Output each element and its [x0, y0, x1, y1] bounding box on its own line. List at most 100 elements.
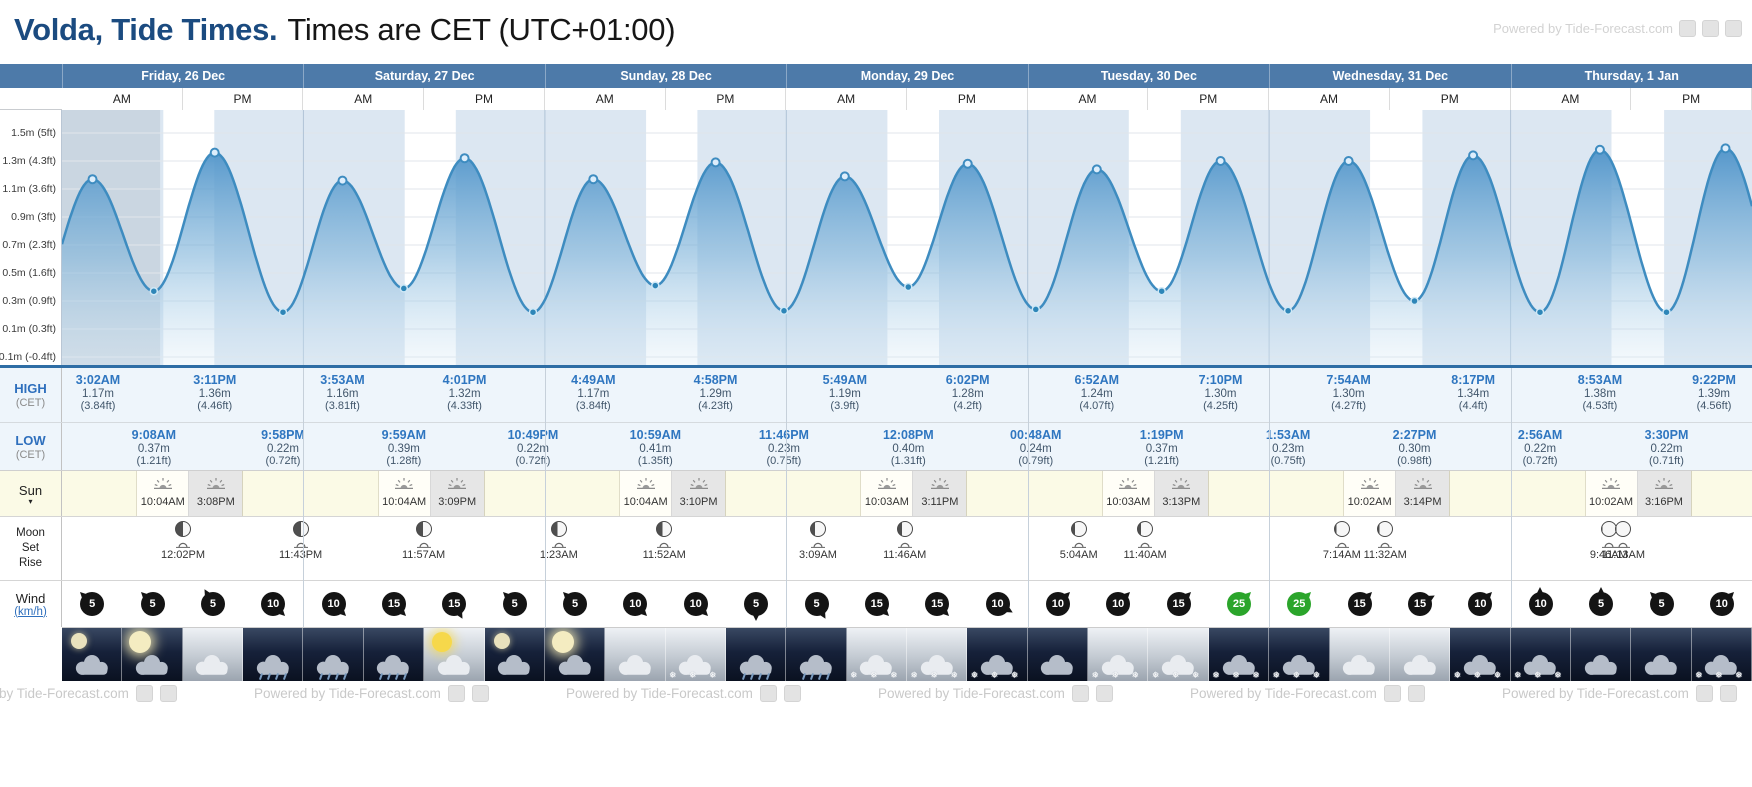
weather-tile-night-moon-cloud [484, 628, 545, 681]
wind-icon: 5 [800, 587, 834, 621]
high-tide-entry: 7:54AM 1.30m (4.27ft) [1315, 373, 1383, 412]
tide-height-axis: 1.7m (5.6ft) 1.5m (5ft) 1.3m (4.3ft) 1.1m (… [0, 110, 62, 365]
raindrop-icon [326, 672, 332, 681]
tide-height-ft: (0.98ft) [1397, 455, 1432, 467]
high-tide-entry: 8:17PM 1.34m (4.4ft) [1439, 373, 1507, 412]
watermark-badge-icon [759, 685, 777, 702]
tide-time: 6:52AM [1074, 373, 1120, 387]
watermark-text: Powered by Tide-Forecast.com [878, 686, 1065, 701]
wind-icon: 5 [739, 587, 773, 621]
wind-icon: 5 [136, 587, 170, 621]
weather-row: ❅ ❅ ❅ ❅ ❅ ❅ ❅ ❅ ❅ ❅ ❅ ❅ ❅ ❅ ❅ ❅ ❅ ❅ ❅ ❅ ❅ ❅ ❅ ❅… [62, 627, 1752, 681]
wind-speed: 15 [442, 592, 467, 616]
weather-tile-cloud [1329, 628, 1390, 681]
low-tide-dot [528, 307, 538, 317]
sunrise-time: 10:03AM [864, 496, 909, 508]
ampm-am-day3: AM [544, 88, 666, 110]
wind-speed: 5 [804, 592, 829, 616]
axis-tick: 0.3m (0.9ft) [2, 295, 56, 307]
wind-speed: 15 [382, 592, 406, 616]
raindrop-icon [403, 672, 408, 681]
high-tide-entry: 4:58PM 1.29m (4.23ft) [682, 373, 750, 412]
sun-horizon-icon [636, 478, 655, 489]
tide-height-ft: (1.21ft) [1144, 455, 1180, 467]
moon-phase-icon [415, 521, 432, 537]
tide-time: 3:53AM [320, 373, 365, 387]
high-row-label: HIGH [14, 381, 47, 396]
low-tide-entry: 2:27PM 0.30m (0.98ft) [1381, 428, 1449, 467]
tide-height-ft: (0.72ft) [515, 455, 551, 467]
high-tide-dot [209, 147, 220, 158]
tide-time: 9:59AM [381, 428, 427, 442]
tide-height-ft: (4.53ft) [1582, 400, 1618, 412]
cloud-icon [1162, 654, 1194, 675]
sunset-time: 3:09PM [438, 496, 477, 508]
powered-by-watermark[interactable]: Powered by Tide-Forecast.com [1493, 20, 1742, 37]
snowflakes-icon: ❅ ❅ ❅ [910, 670, 964, 680]
sunset-time: 3:14PM [1403, 496, 1442, 508]
tide-height-ft: (4.07ft) [1079, 400, 1115, 412]
day-separator [1269, 368, 1271, 627]
wind-speed: 5 [140, 592, 165, 616]
snowflakes-icon: ❅ ❅ ❅ [1695, 670, 1748, 680]
cloud-icon [1282, 654, 1315, 675]
sunset-time: 3:08PM [196, 496, 235, 508]
moon-horizon-icon [1334, 542, 1349, 548]
tide-time: 6:02PM [945, 373, 990, 387]
day-header-row: Friday, 26 Dec Saturday, 27 Dec Sunday, 28… [0, 64, 1752, 88]
sun-expand-icon[interactable]: ▾ [28, 496, 33, 506]
sun-icon [432, 632, 453, 652]
tide-time: 11:46PM [758, 428, 809, 442]
weather-tile-night-snow: ❅ ❅ ❅ [1208, 628, 1270, 681]
sunrise-time: 10:03AM [1106, 496, 1151, 508]
moon-set-label: Set [21, 542, 40, 555]
cloud-icon [1101, 654, 1134, 675]
tide-time: 8:53AM [1577, 373, 1623, 387]
moon-entry: 11:13AM [1593, 521, 1653, 561]
sun-horizon-icon [1602, 478, 1620, 489]
sunset-cell: 3:09PM [430, 471, 485, 516]
raindrop-icon [282, 672, 287, 681]
tide-height-ft: (4.56ft) [1696, 400, 1732, 412]
cloud-icon [1403, 654, 1436, 675]
wind-speed: 5 [1649, 592, 1674, 616]
watermark-text: Powered by Tide-Forecast.com [0, 686, 129, 701]
low-tide-dot [1535, 307, 1545, 317]
axis-tick: 0.1m (0.3ft) [2, 323, 56, 335]
ampm-pm-day1: PM [182, 88, 304, 110]
low-tide-entry: 11:46PM 0.23m (0.75ft) [750, 428, 818, 467]
sunrise-cell: 10:03AM [860, 471, 914, 516]
axis-tick: -0.1m (-0.4ft) [0, 351, 56, 363]
wind-icon: 10 [1705, 587, 1739, 621]
wind-speed: 5 [502, 592, 527, 616]
sunset-cell: 3:08PM [189, 471, 244, 516]
watermark-badge-icon [447, 685, 465, 702]
low-tide-dot [278, 307, 288, 317]
raindrop-icon [395, 672, 400, 681]
tide-time: 5:49AM [822, 373, 868, 387]
cloud-icon [256, 654, 289, 675]
tide-height-ft: (1.35ft) [637, 455, 673, 467]
moon-time: 11:40AM [1123, 549, 1167, 561]
cloud-icon [1041, 654, 1074, 675]
high-tide-entry: 3:11PM 1.36m (4.46ft) [181, 373, 249, 412]
sunset-cell: 3:13PM [1154, 471, 1209, 516]
high-tide-entry: 6:52AM 1.24m (4.07ft) [1063, 373, 1131, 412]
tide-time: 4:58PM [693, 373, 738, 387]
tide-height-m: 0.23m [767, 443, 800, 455]
wind-unit-link[interactable]: (km/h) [14, 605, 47, 618]
weather-tile-night-snow: ❅ ❅ ❅ [1691, 628, 1752, 681]
watermark-badge-icon [1702, 20, 1719, 37]
moon-entry: 9:46AM [1579, 521, 1639, 561]
wind-row-label: Wind [15, 590, 46, 606]
moon-entry: 11:43PM [271, 521, 331, 561]
moon-horizon-icon [897, 542, 912, 548]
cloud-icon [377, 654, 410, 675]
sun-horizon-icon [448, 478, 467, 489]
powered-by-watermark: Powered by Tide-Forecast.com [566, 685, 801, 702]
high-tide-row: HIGH (CET) 3:02AM 1.17m (3.84ft) 3:11PM 1.36… [0, 368, 1752, 422]
snowflakes-icon: ❅ ❅ ❅ [850, 670, 903, 680]
rain-streaks-icon [726, 671, 785, 681]
watermark-badge-icon [1383, 685, 1401, 702]
tide-time: 7:54AM [1326, 373, 1371, 387]
